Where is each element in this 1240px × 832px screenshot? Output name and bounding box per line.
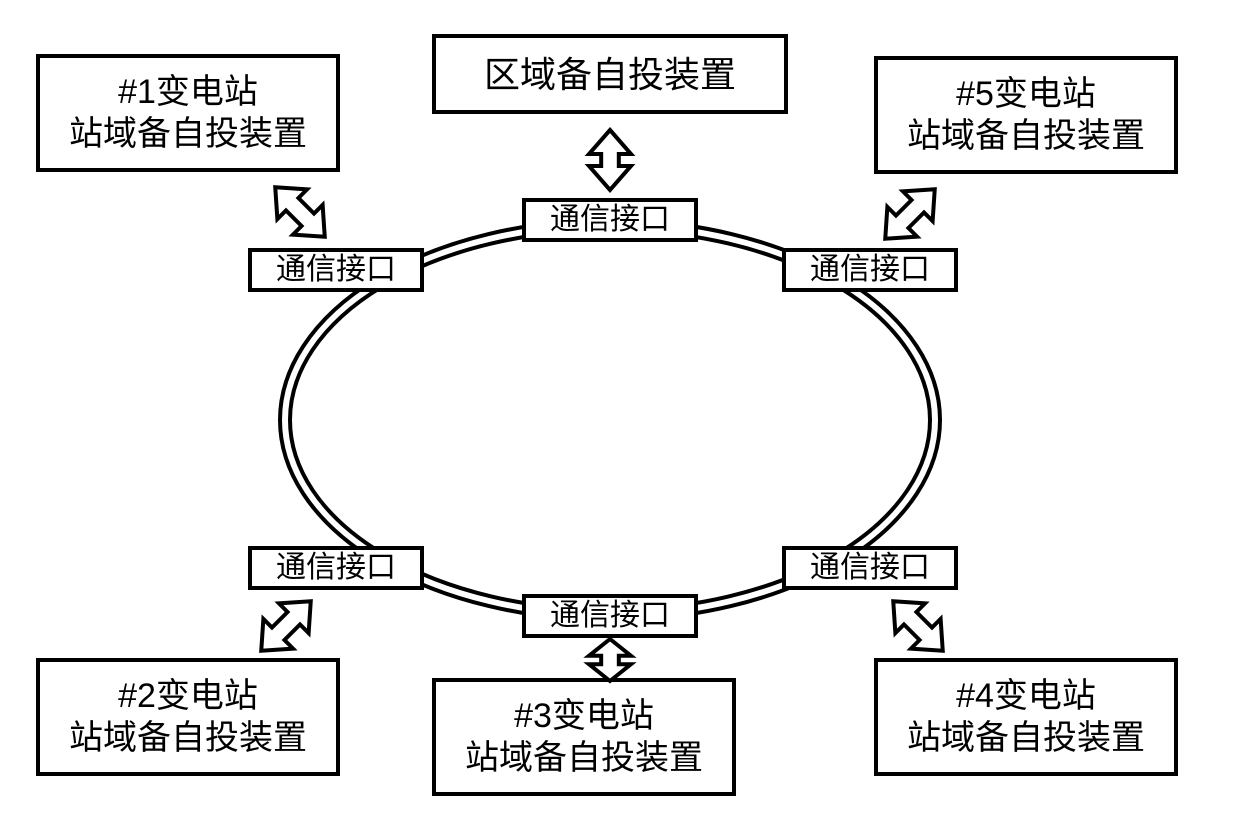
station-1-box: #1变电站 站域备自投装置 [36, 54, 340, 172]
station-2-label-2: 站域备自投装置 [69, 717, 307, 760]
double-arrow-icon [560, 110, 660, 210]
double-arrow-icon [231, 571, 341, 681]
station-4-label-2: 站域备自投装置 [907, 717, 1145, 760]
station-1-label-2: 站域备自投装置 [69, 113, 307, 156]
double-arrow-icon [245, 157, 355, 267]
double-arrow-icon [863, 571, 973, 681]
station-1-label-1: #1变电站 [118, 71, 258, 114]
station-4-label-1: #4变电站 [956, 675, 1096, 718]
station-5-label-2: 站域备自投装置 [907, 115, 1145, 158]
double-arrow-icon [569, 619, 651, 701]
master-device-label: 区域备自投装置 [484, 52, 736, 97]
station-5-box: #5变电站 站域备自投装置 [874, 56, 1178, 174]
master-device-box: 区域备自投装置 [432, 34, 788, 114]
station-5-label-1: #5变电站 [956, 73, 1096, 116]
double-arrow-icon [855, 159, 965, 269]
station-3-label-2: 站域备自投装置 [465, 737, 703, 780]
